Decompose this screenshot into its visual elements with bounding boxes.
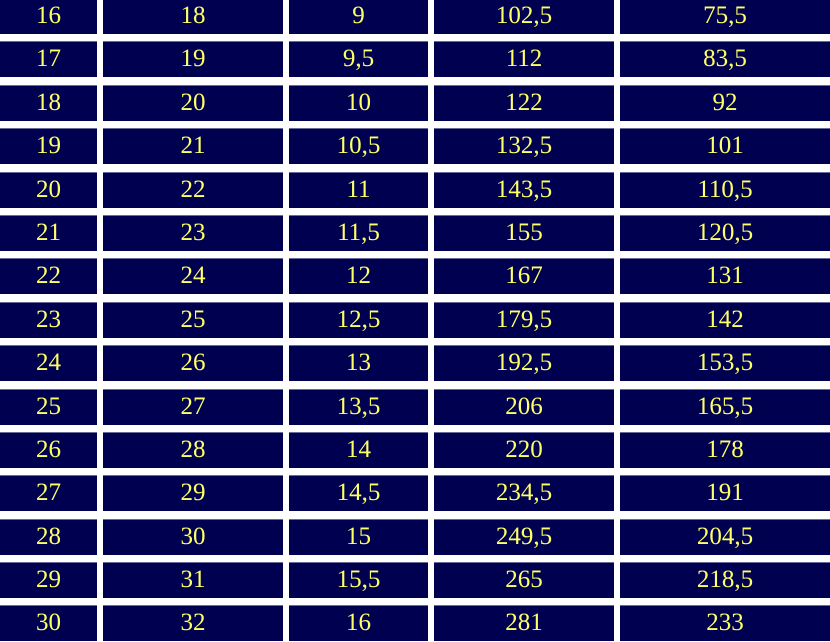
table-cell: 23 [0, 301, 97, 338]
table-cell: 218,5 [620, 562, 830, 599]
table-cell: 265 [434, 562, 614, 599]
table-cell: 165,5 [620, 388, 830, 425]
table-cell: 21 [0, 214, 97, 251]
table-cell: 155 [434, 214, 614, 251]
table-cell: 102,5 [434, 0, 614, 34]
table-cell: 18 [0, 84, 97, 121]
table-cell: 25 [0, 388, 97, 425]
table-cell: 14,5 [289, 475, 428, 512]
table-cell: 22 [103, 171, 283, 208]
table-cell: 192,5 [434, 345, 614, 382]
table-cell: 24 [0, 345, 97, 382]
table-cell: 22 [0, 258, 97, 295]
table-cell: 26 [103, 345, 283, 382]
table-cell: 24 [103, 258, 283, 295]
table-cell: 11,5 [289, 214, 428, 251]
table-cell: 17 [0, 41, 97, 78]
table-cell: 31 [103, 562, 283, 599]
table-cell: 153,5 [620, 345, 830, 382]
table-cell: 132,5 [434, 128, 614, 165]
table-cell: 179,5 [434, 301, 614, 338]
table-cell: 75,5 [620, 0, 830, 34]
table-cell: 12 [289, 258, 428, 295]
table-cell: 15,5 [289, 562, 428, 599]
table-cell: 10 [289, 84, 428, 121]
table-cell: 29 [0, 562, 97, 599]
table-cell: 281 [434, 605, 614, 642]
table-cell: 204,5 [620, 518, 830, 555]
table-cell: 14 [289, 431, 428, 468]
table-cell: 206 [434, 388, 614, 425]
table-cell: 29 [103, 475, 283, 512]
table-cell: 21 [103, 128, 283, 165]
table-cell: 83,5 [620, 41, 830, 78]
table-cell: 142 [620, 301, 830, 338]
table-cell: 120,5 [620, 214, 830, 251]
table-cell: 220 [434, 431, 614, 468]
table-cell: 20 [103, 84, 283, 121]
table-cell: 23 [103, 214, 283, 251]
table-cell: 16 [0, 0, 97, 34]
table-cell: 19 [0, 128, 97, 165]
table-cell: 101 [620, 128, 830, 165]
table-cell: 15 [289, 518, 428, 555]
table-cell: 27 [0, 475, 97, 512]
table-cell: 32 [103, 605, 283, 642]
table-cell: 13,5 [289, 388, 428, 425]
table-cell: 122 [434, 84, 614, 121]
table-cell: 26 [0, 431, 97, 468]
table-cell: 92 [620, 84, 830, 121]
table-cell: 18 [103, 0, 283, 34]
table-cell: 30 [0, 605, 97, 642]
table-cell: 30 [103, 518, 283, 555]
table-cell: 10,5 [289, 128, 428, 165]
table-cell: 11 [289, 171, 428, 208]
table-cell: 28 [103, 431, 283, 468]
table-cell: 234,5 [434, 475, 614, 512]
table-cell: 27 [103, 388, 283, 425]
table-cell: 249,5 [434, 518, 614, 555]
table-cell: 131 [620, 258, 830, 295]
table-cell: 13 [289, 345, 428, 382]
table-cell: 9 [289, 0, 428, 34]
table-cell: 20 [0, 171, 97, 208]
table-cell: 191 [620, 475, 830, 512]
table-cell: 12,5 [289, 301, 428, 338]
table-cell: 112 [434, 41, 614, 78]
table-cell: 16 [289, 605, 428, 642]
table-cell: 28 [0, 518, 97, 555]
table-cell: 9,5 [289, 41, 428, 78]
table-cell: 167 [434, 258, 614, 295]
table-cell: 110,5 [620, 171, 830, 208]
table-cell: 19 [103, 41, 283, 78]
table-cell: 143,5 [434, 171, 614, 208]
table-cell: 25 [103, 301, 283, 338]
table-cell: 178 [620, 431, 830, 468]
table-cell: 233 [620, 605, 830, 642]
